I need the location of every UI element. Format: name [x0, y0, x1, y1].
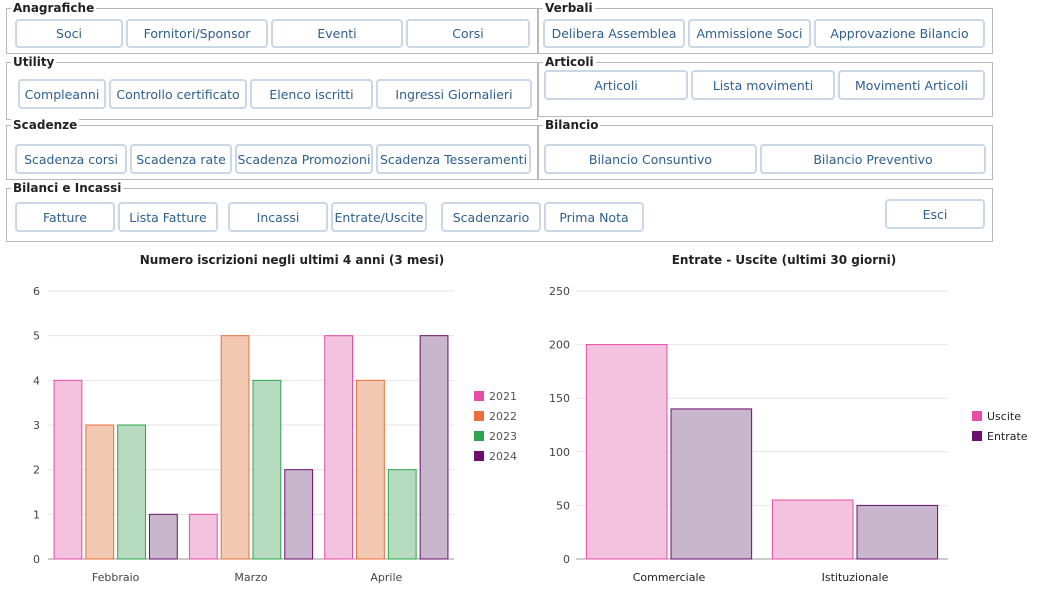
- x-tick-label: Febbraio: [92, 571, 140, 584]
- bar-2024-marzo: [284, 469, 314, 560]
- legend-swatch-entrate: [972, 431, 982, 441]
- bar-entrate-commerciale: [670, 408, 753, 560]
- x-tick-label: Istituzionale: [822, 571, 889, 584]
- y-tick-label: 200: [549, 339, 570, 352]
- lista-fatture-button[interactable]: Lista Fatture: [118, 202, 218, 232]
- prima-nota-button[interactable]: Prima Nota: [544, 202, 644, 232]
- bar-2024-febbraio: [148, 513, 178, 560]
- group-title-scadenze: Scadenze: [11, 118, 80, 132]
- y-tick-label: 150: [549, 392, 570, 405]
- lista-movimenti-button[interactable]: Lista movimenti: [691, 70, 835, 100]
- legend-label-2024: 2024: [489, 450, 517, 463]
- legend-label-2023: 2023: [489, 430, 517, 443]
- entrate-uscite-button[interactable]: Entrate/Uscite: [331, 202, 427, 232]
- group-anagrafiche: Anagrafiche Soci Fornitori/Sponsor Event…: [6, 1, 538, 54]
- movimenti-articoli-button[interactable]: Movimenti Articoli: [838, 70, 985, 100]
- y-tick-label: 1: [33, 508, 40, 521]
- legend-swatch-2022: [474, 411, 484, 421]
- soci-button[interactable]: Soci: [15, 19, 123, 48]
- ingressi-giornalieri-button[interactable]: Ingressi Giornalieri: [376, 79, 532, 109]
- y-tick-label: 6: [33, 285, 40, 298]
- y-tick-label: 0: [33, 553, 40, 566]
- bar-2021-marzo: [188, 513, 218, 560]
- y-tick-label: 5: [33, 330, 40, 343]
- bar-2022-febbraio: [85, 424, 115, 560]
- incassi-button[interactable]: Incassi: [228, 202, 328, 232]
- bilancio-consuntivo-button[interactable]: Bilancio Consuntivo: [544, 144, 757, 174]
- y-tick-label: 50: [556, 499, 570, 512]
- fatture-button[interactable]: Fatture: [15, 202, 115, 232]
- bar-2023-marzo: [252, 379, 282, 560]
- y-tick-label: 250: [549, 285, 570, 298]
- eventi-button[interactable]: Eventi: [271, 19, 403, 48]
- legend-label-entrate: Entrate: [987, 430, 1028, 443]
- legend-swatch-uscite: [972, 411, 982, 421]
- x-tick-label: Aprile: [370, 571, 402, 584]
- group-bilanci-incassi: Bilanci e Incassi Fatture Lista Fatture …: [6, 181, 993, 242]
- bar-2024-aprile: [419, 335, 449, 560]
- x-tick-label: Commerciale: [633, 571, 706, 584]
- group-title-bilanci-incassi: Bilanci e Incassi: [11, 181, 124, 195]
- legend-swatch-2024: [474, 451, 484, 461]
- group-articoli: Articoli Articoli Lista movimenti Movime…: [538, 55, 993, 117]
- approvazione-bilancio-button[interactable]: Approvazione Bilancio: [814, 19, 985, 48]
- bar-2022-marzo: [220, 335, 250, 560]
- scadenza-corsi-button[interactable]: Scadenza corsi: [15, 144, 127, 174]
- chart-1-title: Numero iscrizioni negli ultimi 4 anni (3…: [139, 253, 445, 267]
- group-title-bilancio: Bilancio: [543, 118, 601, 132]
- controllo-certificato-button[interactable]: Controllo certificato: [109, 79, 247, 109]
- legend-label-2022: 2022: [489, 410, 517, 423]
- group-bilancio: Bilancio Bilancio Consuntivo Bilancio Pr…: [538, 118, 993, 180]
- scadenzario-button[interactable]: Scadenzario: [441, 202, 541, 232]
- group-title-anagrafiche: Anagrafiche: [11, 1, 97, 15]
- corsi-button[interactable]: Corsi: [406, 19, 530, 48]
- group-scadenze: Scadenze Scadenza corsi Scadenza rate Sc…: [6, 118, 538, 180]
- bar-uscite-commerciale: [585, 344, 668, 560]
- fornitori-sponsor-button[interactable]: Fornitori/Sponsor: [126, 19, 268, 48]
- group-title-articoli: Articoli: [543, 55, 596, 69]
- scadenza-rate-button[interactable]: Scadenza rate: [130, 144, 232, 174]
- legend-swatch-2021: [474, 391, 484, 401]
- bar-2021-aprile: [324, 335, 354, 560]
- compleanni-button[interactable]: Compleanni: [18, 79, 106, 109]
- bar-uscite-istituzionale: [771, 499, 854, 560]
- chart-2-title: Entrate - Uscite (ultimi 30 giorni): [671, 253, 897, 267]
- y-tick-label: 100: [549, 446, 570, 459]
- x-tick-label: Marzo: [234, 571, 268, 584]
- bar-2021-febbraio: [53, 379, 83, 560]
- bar-2023-febbraio: [117, 424, 146, 560]
- ammissione-soci-button[interactable]: Ammissione Soci: [688, 19, 811, 48]
- bilancio-preventivo-button[interactable]: Bilancio Preventivo: [760, 144, 986, 174]
- y-tick-label: 2: [33, 464, 40, 477]
- bar-2022-aprile: [356, 379, 385, 560]
- group-title-utility: Utility: [11, 55, 57, 69]
- legend-label-uscite: Uscite: [987, 410, 1021, 423]
- group-title-verbali: Verbali: [543, 1, 595, 15]
- elenco-iscritti-button[interactable]: Elenco iscritti: [250, 79, 373, 109]
- articoli-button[interactable]: Articoli: [544, 70, 688, 100]
- scadenza-promozioni-button[interactable]: Scadenza Promozioni: [235, 144, 373, 174]
- entrate-uscite-chart: 0 50 100 150 200 250 Commerciale Istituzionale U…: [549, 285, 1028, 584]
- y-tick-label: 4: [33, 374, 40, 387]
- iscrizioni-chart: 0 1 2 3 4 5 6 Febbraio Marzo Aprile 2021 2022 2023 20…: [33, 285, 517, 584]
- y-tick-label: 3: [33, 419, 40, 432]
- group-utility: Utility Compleanni Controllo certificato…: [6, 55, 538, 120]
- y-tick-label: 0: [563, 553, 570, 566]
- legend-label-2021: 2021: [489, 390, 517, 403]
- esci-button[interactable]: Esci: [885, 199, 985, 229]
- scadenza-tesseramenti-button[interactable]: Scadenza Tesseramenti: [376, 144, 531, 174]
- bar-2023-aprile: [387, 469, 417, 560]
- delibera-assemblea-button[interactable]: Delibera Assemblea: [543, 19, 685, 48]
- bar-entrate-istituzionale: [856, 504, 939, 560]
- group-verbali: Verbali Delibera Assemblea Ammissione So…: [538, 1, 993, 54]
- legend-swatch-2023: [474, 431, 484, 441]
